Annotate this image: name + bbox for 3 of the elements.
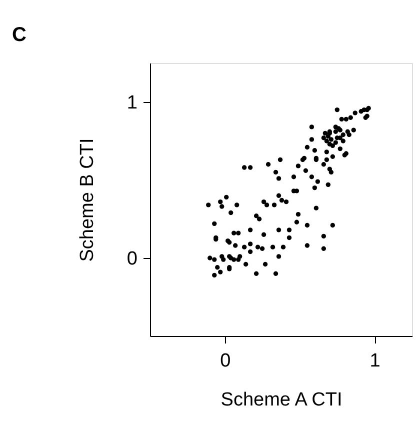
chart-title: C [12,24,26,46]
x-axis-title: Scheme A CTI [220,390,342,410]
y-axis-title: Scheme B CTI [76,138,98,262]
